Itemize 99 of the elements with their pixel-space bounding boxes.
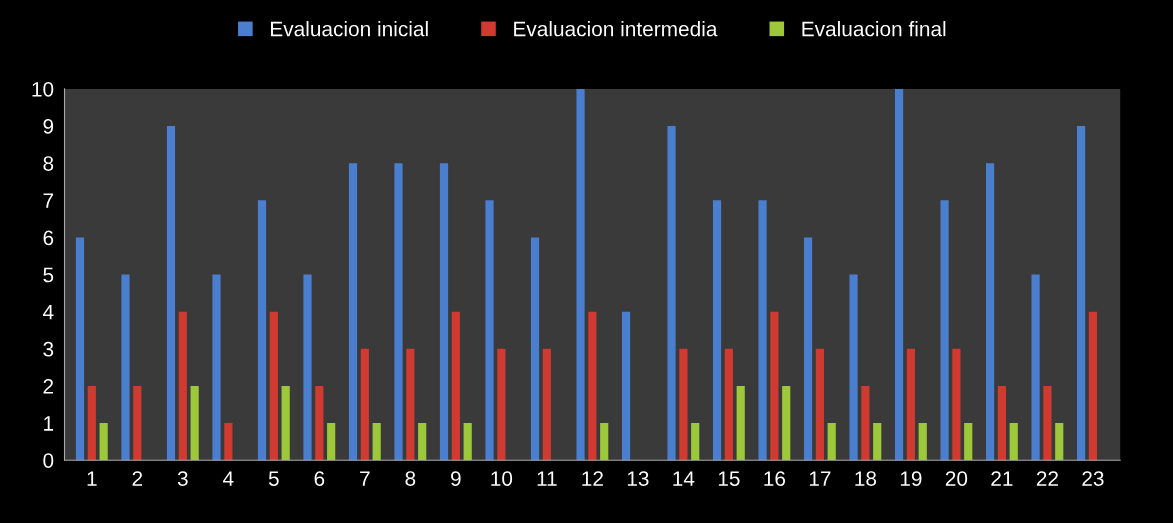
bar: [257, 200, 267, 461]
x-tick-label: 10: [491, 471, 513, 486]
bar: [997, 385, 1006, 461]
x-tick-label: 15: [718, 471, 740, 486]
bar: [1055, 423, 1064, 461]
y-tick-label: 0: [43, 453, 54, 468]
bar: [439, 163, 449, 461]
x-tick-label: 18: [855, 471, 877, 486]
bar: [906, 348, 915, 461]
x-tick-label: 20: [945, 471, 968, 486]
bar: [497, 348, 506, 461]
bar: [1088, 311, 1098, 461]
bar: [348, 163, 358, 461]
bar: [327, 423, 336, 461]
x-tick-label: 14: [673, 471, 695, 486]
x-tick-label: 11: [537, 471, 557, 486]
y-tick-label: 7: [43, 193, 54, 208]
bar: [372, 423, 381, 461]
bar: [451, 311, 460, 461]
bar: [918, 423, 927, 461]
bar: [964, 423, 973, 461]
bar: [166, 126, 176, 461]
bar: [600, 423, 609, 461]
bar: [463, 423, 472, 461]
x-tick-label: 8: [405, 471, 416, 486]
bar: [121, 274, 130, 461]
bar: [1043, 385, 1052, 461]
legend-label: Evaluacion inicial: [271, 21, 428, 37]
x-tick-label: 16: [764, 471, 786, 486]
bar: [849, 274, 858, 461]
bar: [315, 385, 324, 461]
bar: [224, 423, 233, 461]
bar: [269, 311, 278, 461]
x-tick-label: 6: [314, 471, 325, 486]
bar: [894, 88, 904, 461]
x-tick-label: 4: [223, 471, 234, 486]
bar: [1031, 274, 1040, 461]
x-tick-label: 3: [177, 471, 188, 486]
bar: [873, 423, 882, 461]
bar: [485, 200, 494, 461]
x-tick-label: 17: [809, 471, 831, 486]
y-tick-label: 2: [43, 378, 54, 394]
legend-label: Evaluacion intermedia: [514, 21, 718, 37]
x-tick-label: 19: [900, 471, 922, 486]
bar: [736, 385, 745, 461]
x-tick-label: 7: [360, 471, 370, 486]
bar: [1009, 423, 1018, 461]
bar: [712, 200, 722, 461]
y-tick-label: 4: [42, 304, 54, 320]
bar: [576, 88, 585, 461]
x-tick-label: 12: [582, 471, 603, 486]
bar: [133, 385, 142, 461]
y-tick-label: 3: [43, 341, 54, 357]
bar: [724, 348, 733, 461]
bar: [1076, 126, 1086, 461]
x-tick-label: 23: [1082, 471, 1104, 486]
bar: [303, 274, 312, 461]
y-tick-label: 9: [43, 119, 54, 134]
bar: [75, 237, 85, 461]
bar: [827, 423, 836, 461]
bar: [758, 200, 767, 461]
bar: [782, 385, 791, 461]
bar: [190, 385, 199, 461]
y-tick-label: 10: [32, 81, 54, 97]
y-tick-label: 8: [43, 156, 54, 171]
x-tick-label: 5: [268, 471, 279, 486]
bar: [178, 311, 187, 461]
bar: [679, 348, 688, 461]
x-tick-label: 21: [991, 471, 1013, 486]
y-tick-label: 6: [43, 230, 54, 246]
bar: [952, 348, 961, 461]
bar: [530, 237, 540, 461]
y-tick-label: 5: [43, 267, 54, 283]
bar: [394, 163, 403, 461]
bar: [360, 348, 369, 461]
x-tick-label: 22: [1036, 471, 1058, 486]
x-tick-label: 2: [132, 471, 143, 486]
legend-label: Evaluacion final: [802, 21, 946, 37]
bar: [940, 200, 949, 461]
x-tick-label: 1: [87, 471, 97, 486]
bar: [418, 423, 427, 461]
bar: [691, 423, 700, 461]
y-tick-label: 1: [44, 416, 54, 431]
bar: [985, 163, 995, 461]
bar: [542, 348, 551, 461]
bar: [803, 237, 813, 461]
bar: [667, 126, 676, 461]
bar: [87, 385, 96, 461]
bar: [281, 385, 290, 461]
bar: [621, 311, 631, 461]
x-tick-label: 9: [451, 471, 461, 486]
bar: [99, 423, 108, 461]
bar: [588, 311, 597, 461]
bar: [861, 385, 870, 461]
x-tick-label: 13: [627, 471, 649, 486]
bar: [815, 348, 824, 461]
bar: [770, 311, 779, 461]
bar: [212, 274, 221, 461]
bar: [406, 348, 415, 461]
